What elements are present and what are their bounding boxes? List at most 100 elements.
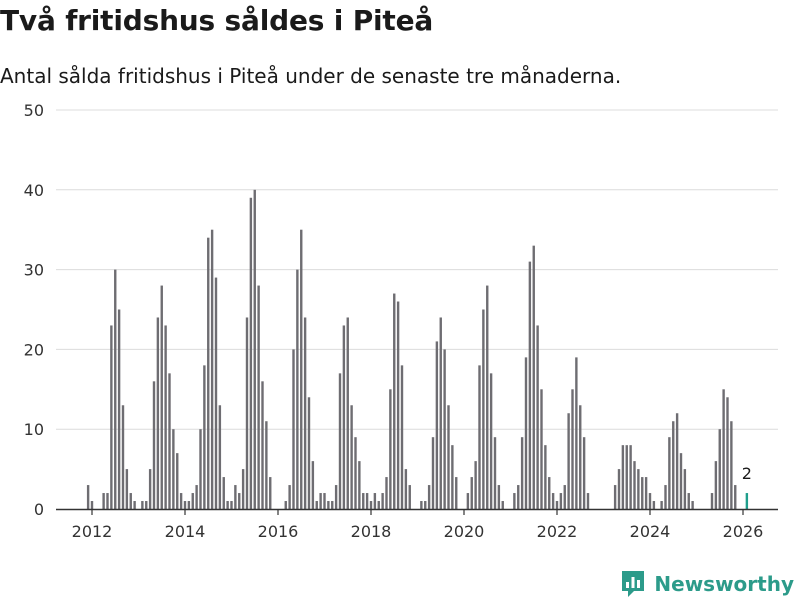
y-tick-label-40: 40 bbox=[24, 181, 44, 200]
y-tick-label-20: 20 bbox=[24, 340, 44, 359]
bar bbox=[718, 429, 721, 509]
bar bbox=[652, 501, 656, 509]
bar bbox=[377, 501, 380, 509]
bar bbox=[265, 421, 268, 509]
bar bbox=[257, 285, 260, 509]
bar bbox=[420, 501, 423, 509]
bar bbox=[575, 357, 578, 509]
bar bbox=[381, 493, 384, 509]
bar bbox=[726, 397, 729, 509]
bar bbox=[435, 341, 439, 509]
bar bbox=[327, 501, 330, 509]
x-tick-label-2014: 2014 bbox=[165, 522, 206, 541]
bar bbox=[439, 317, 442, 509]
bar bbox=[675, 413, 679, 509]
bar bbox=[90, 501, 94, 509]
bar bbox=[629, 445, 632, 509]
bar bbox=[145, 501, 148, 509]
bar bbox=[660, 501, 663, 509]
y-tick-label-50: 50 bbox=[24, 101, 44, 120]
bar bbox=[168, 373, 171, 509]
bar bbox=[400, 365, 404, 509]
bar bbox=[354, 437, 357, 509]
bar bbox=[393, 293, 396, 509]
bar bbox=[489, 373, 493, 509]
last-value-label: 2 bbox=[742, 464, 752, 483]
logo-text: Newsworthy bbox=[654, 572, 794, 596]
bar bbox=[86, 485, 90, 509]
bar bbox=[586, 493, 590, 509]
bar bbox=[501, 501, 504, 509]
bar bbox=[346, 317, 349, 509]
bar bbox=[164, 325, 167, 509]
bar bbox=[315, 501, 318, 509]
bar bbox=[679, 453, 683, 509]
bar bbox=[160, 285, 163, 509]
bar bbox=[474, 461, 477, 509]
bar bbox=[358, 461, 361, 509]
bar bbox=[133, 501, 136, 509]
bar bbox=[331, 501, 334, 509]
bar bbox=[117, 309, 121, 509]
bar bbox=[230, 501, 233, 509]
bar bbox=[269, 477, 272, 509]
bar bbox=[486, 285, 489, 509]
bar bbox=[633, 461, 636, 509]
y-tick-label-10: 10 bbox=[24, 420, 44, 439]
bar bbox=[141, 501, 144, 509]
bar bbox=[451, 445, 454, 509]
bar bbox=[292, 349, 295, 509]
x-tick-label-2024: 2024 bbox=[630, 522, 671, 541]
bar bbox=[307, 397, 311, 509]
bar bbox=[334, 485, 338, 509]
bar bbox=[672, 421, 675, 509]
bar bbox=[373, 493, 377, 509]
bar bbox=[365, 493, 369, 509]
bar bbox=[125, 469, 129, 509]
bar bbox=[404, 469, 408, 509]
x-tick-label-2022: 2022 bbox=[537, 522, 578, 541]
bar bbox=[245, 317, 249, 509]
bar bbox=[544, 445, 547, 509]
bar bbox=[691, 501, 694, 509]
bar bbox=[218, 405, 222, 509]
bar bbox=[579, 405, 582, 509]
bar bbox=[517, 485, 520, 509]
bar bbox=[408, 485, 411, 509]
bar bbox=[338, 373, 342, 509]
bar bbox=[152, 381, 156, 509]
chart-subtitle: Antal sålda fritidshus i Piteå under de … bbox=[0, 64, 622, 88]
bar bbox=[300, 229, 303, 509]
bar bbox=[540, 389, 543, 509]
bar bbox=[238, 493, 241, 509]
bar bbox=[203, 365, 206, 509]
bar bbox=[520, 437, 524, 509]
bar bbox=[683, 469, 687, 509]
bar bbox=[176, 453, 179, 509]
bar bbox=[470, 477, 473, 509]
bar bbox=[210, 229, 214, 509]
x-tick-label-2020: 2020 bbox=[444, 522, 485, 541]
bar bbox=[555, 501, 559, 509]
newsworthy-logo[interactable]: Newsworthy bbox=[620, 569, 794, 599]
bar bbox=[323, 493, 326, 509]
bar bbox=[621, 445, 625, 509]
bar bbox=[191, 493, 194, 509]
bar bbox=[513, 493, 516, 509]
bar bbox=[582, 437, 586, 509]
bar bbox=[222, 477, 225, 509]
bar bbox=[389, 389, 392, 509]
x-tick-label-2012: 2012 bbox=[72, 522, 113, 541]
bar bbox=[226, 501, 229, 509]
bar bbox=[722, 389, 725, 509]
bar bbox=[261, 381, 264, 509]
bar bbox=[284, 501, 287, 509]
bar bbox=[563, 485, 566, 509]
bar bbox=[179, 493, 183, 509]
bar bbox=[567, 413, 570, 509]
bar bbox=[532, 245, 535, 509]
bar bbox=[497, 485, 501, 509]
bar bbox=[427, 485, 431, 509]
bar bbox=[385, 477, 388, 509]
